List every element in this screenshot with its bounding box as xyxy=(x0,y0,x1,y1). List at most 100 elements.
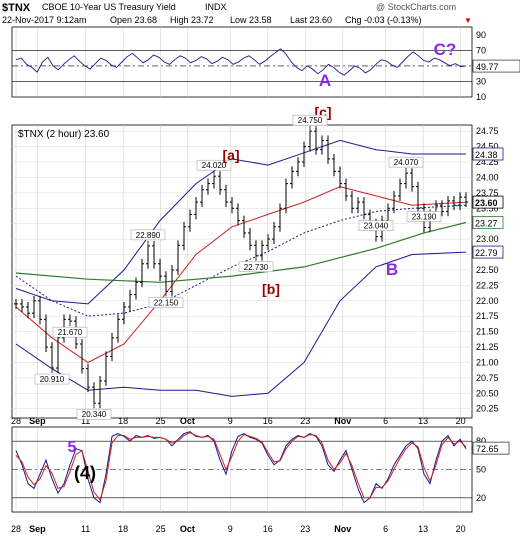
wave-label-a: [a] xyxy=(222,147,239,163)
x-tick-label: Sep xyxy=(29,416,46,426)
upper-y-tick: 90 xyxy=(476,30,486,40)
x-tick-label: 16 xyxy=(263,416,273,426)
oscillator-y-tick: 80 xyxy=(476,436,486,446)
watermark-text: @ StockCharts.com xyxy=(376,2,456,12)
x-tick-label: 20 xyxy=(456,416,466,426)
price-tag xyxy=(472,195,504,209)
price-y-tick: 21.50 xyxy=(476,327,499,337)
annotation-box xyxy=(406,211,442,222)
annotation-box xyxy=(52,326,88,338)
upper-value-tag xyxy=(472,59,520,73)
x-tick-label: 25 xyxy=(156,416,166,426)
x-tick-label: 13 xyxy=(418,524,428,534)
last-text: Last 23.60 xyxy=(290,15,332,25)
instrument-name: CBOE 10-Year US Treasury Yield xyxy=(42,2,176,12)
annotation-text: 23.190 xyxy=(412,212,437,221)
datetime-text: 22-Nov-2017 9:12am xyxy=(2,15,87,25)
annotation-text: 24.020 xyxy=(202,161,227,170)
x-tick-label: Oct xyxy=(180,416,195,426)
price-y-tick: 20.75 xyxy=(476,373,499,383)
wave-label-C: C? xyxy=(434,40,457,59)
price-y-tick: 24.25 xyxy=(476,157,499,167)
annotation-text: 22.730 xyxy=(244,263,269,272)
upper-y-tick: 30 xyxy=(476,76,486,86)
annotation-box xyxy=(358,220,394,231)
upper-panel-frame xyxy=(11,26,473,98)
oscillator-value-text: 72.65 xyxy=(476,444,499,454)
price-tag-text: 24.38 xyxy=(475,150,498,160)
oscillator-slow-line xyxy=(15,432,467,501)
x-tick-label: 23 xyxy=(300,416,310,426)
upper-y-tick: 10 xyxy=(476,92,486,102)
price-y-tick: 23.00 xyxy=(476,234,499,244)
price-panel-title: $TNX (2 hour) 23.60 xyxy=(18,129,110,140)
price-y-tick: 20.25 xyxy=(476,404,499,414)
x-tick-label: 16 xyxy=(263,524,273,534)
x-tick-label: 9 xyxy=(228,416,233,426)
x-tick-label: Sep xyxy=(29,524,46,534)
price-y-tick: 21.75 xyxy=(476,311,499,321)
price-tag-text: 23.27 xyxy=(475,218,498,228)
annotation-box xyxy=(130,229,166,241)
x-tick-label: Nov xyxy=(334,524,351,534)
upper-y-tick: 70 xyxy=(476,45,486,55)
wave-label-A: A xyxy=(319,71,331,90)
annotation-text: 22.890 xyxy=(136,231,161,240)
price-tag-text: 22.79 xyxy=(475,248,498,258)
annotation-box xyxy=(196,159,232,171)
oscillator-value-tag xyxy=(472,441,510,455)
x-tick-label: 28 xyxy=(11,416,21,426)
wave-label-5: 5 xyxy=(68,439,77,456)
wave-label-B: B xyxy=(386,260,398,279)
change-text: Chg -0.03 (-0.13%) xyxy=(345,15,422,25)
price-y-tick: 22.50 xyxy=(476,265,499,275)
price-tag xyxy=(472,245,504,259)
price-y-tick: 20.50 xyxy=(476,388,499,398)
x-tick-label: Oct xyxy=(180,524,195,534)
x-tick-label: 13 xyxy=(418,416,428,426)
wave-label-b: [b] xyxy=(262,281,280,297)
x-tick-label: 18 xyxy=(118,524,128,534)
price-y-tick: 21.00 xyxy=(476,357,499,367)
price-y-tick: 24.75 xyxy=(476,126,499,136)
annotation-text: 24.070 xyxy=(394,158,419,167)
change-down-marker: ▼ xyxy=(464,16,472,25)
price-y-tick: 24.00 xyxy=(476,172,499,182)
price-y-tick: 24.50 xyxy=(476,142,499,152)
annotation-text: 22.150 xyxy=(154,299,179,308)
oscillator-y-tick: 20 xyxy=(476,493,486,503)
price-y-tick: 21.25 xyxy=(476,342,499,352)
x-tick-label: 9 xyxy=(228,524,233,534)
annotation-box xyxy=(34,373,70,385)
annotation-text: 24.750 xyxy=(298,116,323,125)
x-tick-label: 25 xyxy=(156,524,166,534)
x-tick-label: 11 xyxy=(81,524,90,534)
annotation-box xyxy=(76,408,112,420)
x-tick-label: 23 xyxy=(300,524,310,534)
annotation-box xyxy=(148,297,184,308)
annotation-text: 23.040 xyxy=(364,222,389,231)
exchange-text: INDX xyxy=(205,2,227,12)
low-text: Low 23.58 xyxy=(230,15,272,25)
open-text: Open 23.68 xyxy=(110,15,157,25)
price-tag-text: 23.60 xyxy=(475,198,498,208)
high-text: High 23.72 xyxy=(170,15,214,25)
annotation-text: 21.670 xyxy=(58,328,83,337)
annotation-text: 20.340 xyxy=(82,410,107,419)
price-tag xyxy=(472,216,504,229)
moving-average-fast-line xyxy=(15,186,467,364)
bollinger-upper-line xyxy=(15,139,466,305)
upper-value-text: 49.77 xyxy=(476,62,499,72)
annotation-box xyxy=(292,114,328,126)
x-tick-label: 20 xyxy=(456,524,466,534)
x-tick-label: 6 xyxy=(383,524,388,534)
moving-average-mid-line xyxy=(15,204,467,317)
x-tick-label: 18 xyxy=(118,416,128,426)
oscillator-y-tick: 50 xyxy=(476,465,486,475)
annotation-text: 20.910 xyxy=(40,375,65,384)
x-tick-label: 11 xyxy=(81,416,90,426)
price-y-tick: 22.25 xyxy=(476,280,499,290)
price-tag xyxy=(472,147,504,161)
